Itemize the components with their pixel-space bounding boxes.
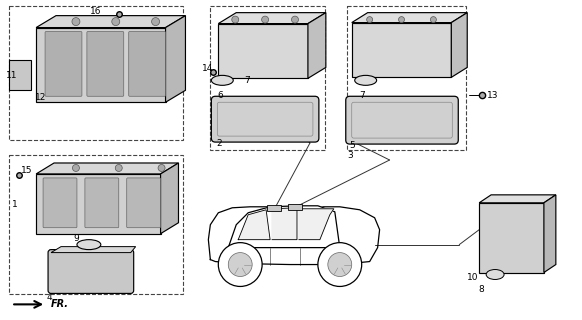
Polygon shape [36,174,161,234]
Polygon shape [218,24,308,78]
Text: 7: 7 [360,91,365,100]
Circle shape [72,18,80,26]
Circle shape [115,164,122,172]
Text: 9: 9 [73,234,79,243]
FancyBboxPatch shape [48,250,134,293]
Polygon shape [544,195,556,273]
Polygon shape [479,203,544,273]
Circle shape [228,252,252,276]
Bar [9,6,183,140]
Polygon shape [352,23,451,77]
Bar [9,155,183,294]
Polygon shape [352,13,467,23]
Ellipse shape [354,76,377,85]
Text: 2: 2 [217,139,222,148]
Bar [210,6,325,150]
Polygon shape [228,206,340,248]
Polygon shape [165,16,186,102]
Polygon shape [218,13,326,24]
Polygon shape [9,60,31,90]
Text: 13: 13 [487,91,499,100]
Text: 12: 12 [35,93,47,102]
FancyBboxPatch shape [43,178,77,228]
Text: 10: 10 [467,273,478,282]
Ellipse shape [486,269,504,279]
Circle shape [431,17,436,23]
Text: 4: 4 [46,293,52,302]
FancyBboxPatch shape [211,96,319,142]
Polygon shape [451,13,467,77]
Ellipse shape [211,76,233,85]
FancyBboxPatch shape [129,32,165,96]
Polygon shape [36,163,179,174]
Text: 5: 5 [350,140,356,149]
Text: 6: 6 [217,91,223,100]
Polygon shape [479,195,556,203]
Circle shape [399,17,404,23]
Bar [347,6,466,150]
Circle shape [112,18,120,26]
Polygon shape [308,13,326,78]
Polygon shape [51,247,136,252]
Polygon shape [36,28,165,102]
FancyBboxPatch shape [87,32,124,96]
Text: 8: 8 [478,285,484,294]
Text: 7: 7 [244,76,250,85]
Polygon shape [36,16,186,28]
Text: 1: 1 [12,200,18,209]
Text: 11: 11 [6,71,17,80]
Circle shape [318,243,361,286]
Circle shape [367,17,372,23]
Text: 16: 16 [90,7,102,16]
Polygon shape [238,210,270,240]
Polygon shape [208,207,379,265]
Text: 14: 14 [202,64,214,73]
FancyBboxPatch shape [45,32,82,96]
Circle shape [72,164,79,172]
Circle shape [292,16,299,23]
Text: 15: 15 [21,166,33,175]
Bar [267,205,281,211]
Text: FR.: FR. [51,300,69,309]
Circle shape [151,18,159,26]
Circle shape [232,16,239,23]
FancyBboxPatch shape [127,178,161,228]
FancyBboxPatch shape [346,96,458,144]
Circle shape [262,16,269,23]
Circle shape [218,243,262,286]
FancyBboxPatch shape [85,178,119,228]
Polygon shape [161,163,179,234]
Circle shape [158,164,165,172]
Bar [288,204,302,210]
Ellipse shape [77,240,101,250]
Polygon shape [272,208,297,240]
Circle shape [328,252,352,276]
Polygon shape [299,209,334,240]
Text: 3: 3 [348,150,353,160]
